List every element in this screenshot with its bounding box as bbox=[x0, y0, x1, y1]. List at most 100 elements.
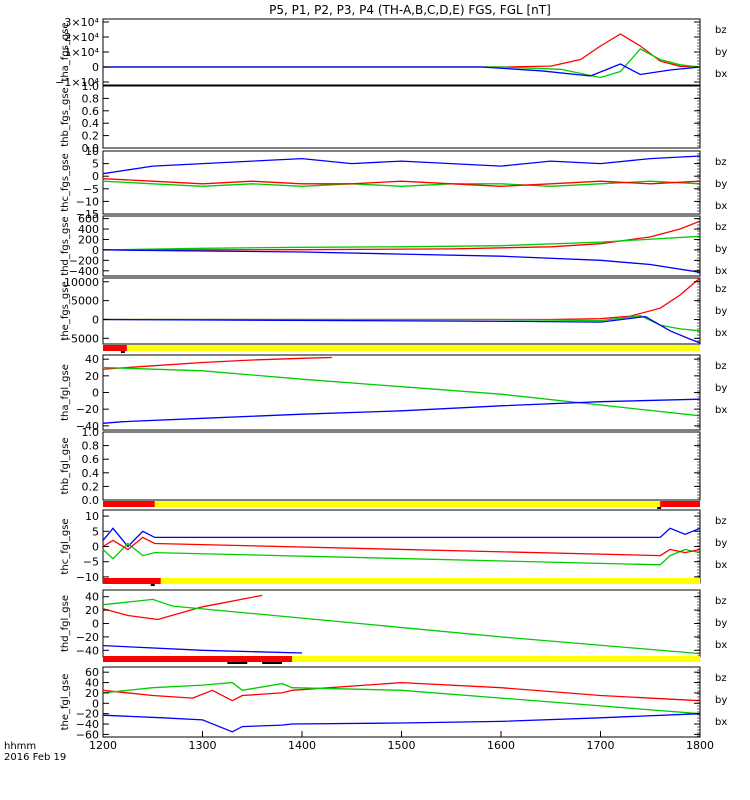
time-unit-label: hhmm bbox=[4, 741, 37, 752]
y-tick-label: 5 bbox=[92, 525, 99, 538]
y-tick-label: 0 bbox=[92, 170, 99, 183]
legend-by: by bbox=[715, 306, 727, 317]
y-tick-label: −10 bbox=[76, 195, 99, 208]
y-tick-label: −5 bbox=[83, 183, 99, 196]
legend-bx: bx bbox=[715, 560, 727, 571]
y-tick-label: 2×10⁴ bbox=[64, 31, 99, 44]
y-tick-label: −15 bbox=[76, 208, 99, 221]
y-tick-label: 3×10⁴ bbox=[64, 16, 99, 29]
series-bx-line bbox=[102, 713, 701, 733]
legend-by: by bbox=[715, 538, 727, 549]
y-tick-label: 10 bbox=[85, 510, 99, 523]
legend-bz: bz bbox=[715, 673, 727, 684]
y-tick-label: 0.0 bbox=[82, 494, 100, 507]
y-axis-label: thc_fgs_gse bbox=[60, 153, 71, 212]
series-by-line bbox=[102, 366, 701, 417]
status-bar-mark bbox=[120, 351, 125, 353]
x-tick-label: 1700 bbox=[587, 739, 615, 752]
y-tick-label: 0 bbox=[92, 618, 99, 631]
panel-frame bbox=[102, 431, 701, 501]
y-tick-label: 600 bbox=[78, 213, 99, 226]
series-bz-line bbox=[102, 681, 701, 702]
series-bx-line bbox=[102, 155, 701, 175]
panel-thb-fgs: 1.00.80.60.40.20.0 thb_fgs_gse bbox=[60, 80, 701, 155]
series-bx-line bbox=[102, 644, 303, 654]
y-tick-label: −5000 bbox=[62, 332, 99, 345]
legend-by: by bbox=[715, 695, 727, 706]
legend-bx: bx bbox=[715, 640, 727, 651]
x-tick-label: 1200 bbox=[89, 739, 117, 752]
y-tick-label: 60 bbox=[85, 666, 99, 679]
chart-title: P5, P1, P2, P3, P4 (TH-A,B,C,D,E) FGS, F… bbox=[269, 3, 551, 17]
series-bz-line bbox=[103, 33, 701, 68]
y-tick-label: 400 bbox=[78, 223, 99, 236]
status-bar-mark bbox=[657, 507, 662, 509]
status-bar-red bbox=[103, 656, 293, 662]
y-tick-label: 0.6 bbox=[82, 453, 100, 466]
y-tick-label: 5 bbox=[92, 158, 99, 171]
y-tick-label: 200 bbox=[78, 233, 99, 246]
series-bz-line bbox=[102, 220, 701, 251]
x-tick-label: 1300 bbox=[189, 739, 217, 752]
status-bar-yellow bbox=[103, 345, 700, 351]
x-tick-label: 1500 bbox=[388, 739, 416, 752]
legend-bz: bz bbox=[715, 222, 727, 233]
legend-bz: bz bbox=[715, 361, 727, 372]
y-tick-label: 10000 bbox=[64, 276, 99, 289]
series-bx-line bbox=[102, 398, 701, 424]
y-tick-label: 0 bbox=[92, 244, 99, 257]
y-tick-label: −200 bbox=[69, 254, 99, 267]
series-bz-line bbox=[102, 536, 701, 557]
y-tick-label: 0.0 bbox=[82, 142, 100, 155]
y-axis-label: thd_fgs_gse bbox=[60, 216, 71, 275]
series-bx-line bbox=[102, 315, 701, 344]
series-bz-line bbox=[102, 178, 701, 187]
series-bz-line bbox=[102, 594, 263, 621]
legend-by: by bbox=[715, 244, 727, 255]
y-tick-label: 1.0 bbox=[82, 80, 100, 93]
series-by-line bbox=[103, 48, 701, 79]
y-tick-label: 0 bbox=[92, 313, 99, 326]
y-tick-label: −20 bbox=[76, 708, 99, 721]
y-tick-label: 0.8 bbox=[82, 92, 100, 105]
y-tick-label: 0.6 bbox=[82, 105, 100, 118]
y-axis-label: thd_fgl_gse bbox=[60, 595, 71, 652]
series-bx-line bbox=[102, 249, 701, 273]
legend-by: by bbox=[715, 47, 727, 58]
status-bar-red bbox=[103, 501, 155, 507]
y-axis-label: tha_fgl_gse bbox=[60, 364, 71, 421]
panel-frame bbox=[102, 666, 701, 738]
y-tick-label: 40 bbox=[85, 353, 99, 366]
series-bz-line bbox=[102, 356, 332, 370]
panel-tha-fgl: 40 20 0 −20 −40 tha_fgl_gse bz by bx bbox=[60, 345, 727, 433]
y-axis-label: the_fgs_gse bbox=[60, 281, 71, 340]
status-bar-yellow bbox=[103, 656, 700, 662]
y-tick-label: 0.4 bbox=[82, 117, 100, 130]
y-tick-label: 1×10⁴ bbox=[64, 46, 99, 59]
y-tick-label: 0 bbox=[92, 61, 99, 74]
y-axis-label: tha_fgs_gse bbox=[60, 22, 71, 81]
x-tick-label: 1600 bbox=[487, 739, 515, 752]
y-tick-label: 20 bbox=[85, 604, 99, 617]
panel-frame bbox=[102, 215, 701, 277]
y-tick-label: −40 bbox=[76, 718, 99, 731]
legend-bx: bx bbox=[715, 717, 727, 728]
legend-bz: bz bbox=[715, 284, 727, 295]
y-tick-label: 0.2 bbox=[82, 480, 100, 493]
panel-thb-fgl: 1.00.80.60.40.20.0 thb_fgl_gse bbox=[60, 426, 701, 507]
y-tick-label: 0.2 bbox=[82, 130, 100, 143]
y-tick-label: −40 bbox=[76, 420, 99, 433]
y-tick-label: −10 bbox=[76, 571, 99, 584]
y-tick-label: 0 bbox=[92, 387, 99, 400]
legend-bx: bx bbox=[715, 69, 727, 80]
y-tick-label: 0.4 bbox=[82, 467, 100, 480]
y-tick-label: −1×10⁴ bbox=[55, 76, 99, 89]
panel-thc-fgl: 10 5 0 −5 −10 thc_fgl_gse bz by bx bbox=[60, 501, 727, 584]
panel-frame bbox=[102, 509, 701, 584]
legend-by: by bbox=[715, 618, 727, 629]
legend-bz: bz bbox=[715, 596, 727, 607]
